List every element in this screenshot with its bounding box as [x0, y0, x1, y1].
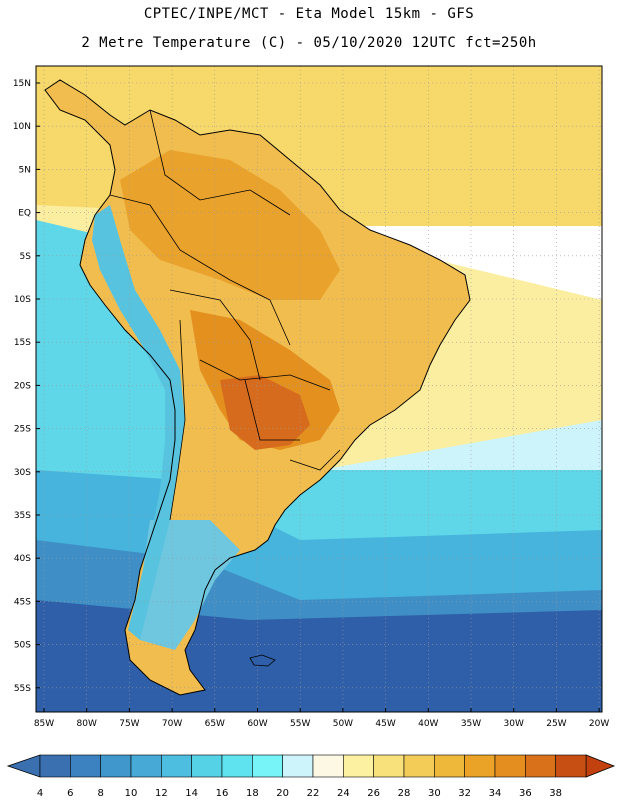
- lon-tick-label: 35W: [461, 719, 481, 729]
- lon-tick-label: 80W: [77, 719, 97, 729]
- colorbar-label: 18: [246, 788, 259, 799]
- lon-tick-label: 70W: [162, 719, 182, 729]
- lat-tick-label: 30S: [14, 468, 31, 478]
- lon-tick-label: 75W: [119, 719, 139, 729]
- lat-tick-label: 15N: [13, 79, 31, 89]
- colorbar-swatch: [70, 754, 101, 778]
- colorbar-label: 24: [337, 788, 350, 799]
- lon-tick-label: 45W: [375, 719, 395, 729]
- lat-tick-label: 50S: [14, 641, 31, 651]
- lon-tick-label: 65W: [205, 719, 225, 729]
- patagonia-steppe: [140, 520, 240, 650]
- lat-tick-label: 40S: [14, 554, 31, 564]
- lat-tick-label: 55S: [14, 684, 31, 694]
- lat-tick-label: 45S: [14, 597, 31, 607]
- colorbar-swatch: [282, 754, 314, 778]
- colorbar-swatch: [403, 754, 435, 778]
- lon-tick-label: 40W: [418, 719, 438, 729]
- colorbar-label: 26: [367, 788, 380, 799]
- lat-tick-label: EQ: [18, 209, 31, 219]
- colorbar-label: 10: [125, 788, 138, 799]
- colorbar-swatch: [343, 754, 374, 778]
- colorbar-label: 36: [519, 788, 532, 799]
- colorbar-label: 6: [67, 788, 73, 799]
- lon-tick-label: 85W: [34, 719, 54, 729]
- colorbar-label: 16: [216, 788, 229, 799]
- colorbar-swatch: [312, 754, 344, 778]
- colorbar-swatch: [494, 754, 526, 778]
- lat-tick-label: 10N: [13, 122, 31, 132]
- colorbar-swatch: [555, 754, 587, 778]
- colorbar-label: 12: [155, 788, 168, 799]
- andes-cool-strip: [92, 205, 185, 640]
- colorbar-label: 38: [549, 788, 562, 799]
- colorbar-low-arrow: [6, 754, 41, 778]
- title-line-1: CPTEC/INPE/MCT - Eta Model 15km - GFS: [143, 6, 475, 22]
- map-field: [36, 66, 602, 712]
- lat-tick-label: 10S: [14, 295, 31, 305]
- map-frame: [35, 65, 603, 713]
- amazon-hot-region: [120, 150, 340, 300]
- lat-tick-label: 5N: [19, 165, 31, 175]
- lat-tick-label: 20S: [14, 381, 31, 391]
- colorbar-label: 14: [185, 788, 198, 799]
- falkland-islands: [249, 654, 276, 667]
- lat-tick-label: 15S: [14, 338, 31, 348]
- colorbar-high-arrow: [585, 754, 616, 778]
- title-line-2: 2 Metre Temperature (C) - 05/10/2020 12U…: [81, 35, 537, 51]
- coastline: [44, 79, 471, 696]
- colorbar-label: 20: [276, 788, 289, 799]
- colorbar-swatch: [130, 754, 162, 778]
- colorbar-swatch: [39, 754, 71, 778]
- lon-tick-label: 20W: [589, 719, 609, 729]
- latitude-axis: 15N 10N 5N EQ 5S 10S 15S 20S 25S 30S 35S 40S 45S 50S 5…: [13, 79, 40, 694]
- lat-tick-label: 25S: [14, 425, 31, 435]
- colorbar-swatch: [525, 754, 556, 778]
- colorbar-swatch: [191, 754, 223, 778]
- lat-tick-label: 35S: [14, 511, 31, 521]
- lon-tick-label: 30W: [504, 719, 524, 729]
- colorbar-swatch: [221, 754, 253, 778]
- colorbar-swatch: [252, 754, 283, 778]
- colorbar-label: 22: [307, 788, 320, 799]
- longitude-axis: 85W 80W 75W 70W 65W 60W 55W 50W 45W 40W 35W 30W 25W 2…: [34, 708, 609, 729]
- colorbar-label: 30: [428, 788, 441, 799]
- colorbar-swatch: [161, 754, 192, 778]
- colorbar-swatch: [373, 754, 405, 778]
- lat-tick-label: 5S: [20, 252, 32, 262]
- lon-tick-label: 50W: [333, 719, 353, 729]
- colorbar-label: 4: [37, 788, 43, 799]
- colorbar: 4 6 8 10 12 14 16 18 20 22 24 26 28 30 32 34 36 38: [6, 754, 616, 799]
- colorbar-label: 34: [489, 788, 502, 799]
- lon-tick-label: 25W: [546, 719, 566, 729]
- colorbar-swatch: [464, 754, 496, 778]
- lon-tick-label: 55W: [290, 719, 310, 729]
- colorbar-swatch: [100, 754, 132, 778]
- colorbar-label: 32: [458, 788, 471, 799]
- chaco-hottest-region: [220, 375, 310, 450]
- country-borders: [109, 109, 341, 521]
- lon-tick-label: 60W: [247, 719, 267, 729]
- colorbar-label: 28: [398, 788, 411, 799]
- colorbar-swatch: [434, 754, 465, 778]
- colorbar-label: 8: [97, 788, 103, 799]
